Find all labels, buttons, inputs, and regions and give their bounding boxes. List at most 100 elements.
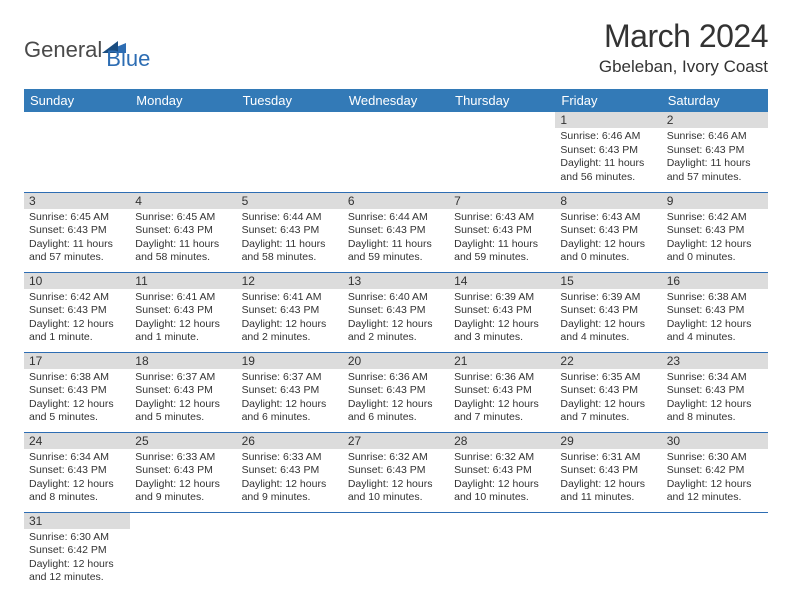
day-detail-line: Sunset: 6:43 PM — [348, 304, 444, 318]
day-detail-line: Sunrise: 6:33 AM — [242, 451, 338, 465]
day-detail-line: and 0 minutes. — [667, 251, 763, 265]
calendar-day-cell — [449, 112, 555, 192]
day-details: Sunrise: 6:31 AMSunset: 6:43 PMDaylight:… — [560, 451, 656, 506]
day-detail-line: Sunrise: 6:42 AM — [29, 291, 125, 305]
day-detail-line: and 59 minutes. — [348, 251, 444, 265]
day-detail-line: Daylight: 12 hours — [29, 398, 125, 412]
day-detail-line: Daylight: 11 hours — [667, 157, 763, 171]
day-detail-line: Sunrise: 6:39 AM — [560, 291, 656, 305]
day-number: 20 — [343, 353, 449, 369]
day-detail-line: and 9 minutes. — [135, 491, 231, 505]
day-number: 26 — [237, 433, 343, 449]
day-detail-line: and 8 minutes. — [667, 411, 763, 425]
day-number: 22 — [555, 353, 661, 369]
day-detail-line: Daylight: 12 hours — [242, 318, 338, 332]
calendar-day-cell: 22 Sunrise: 6:35 AMSunset: 6:43 PMDayligh… — [555, 352, 661, 432]
day-detail-line: and 6 minutes. — [242, 411, 338, 425]
calendar-day-cell — [449, 512, 555, 592]
day-detail-line: Daylight: 12 hours — [560, 398, 656, 412]
calendar-body: 1Sunrise: 6:46 AMSunset: 6:43 PMDaylight… — [24, 112, 768, 592]
day-detail-line: Sunset: 6:43 PM — [29, 224, 125, 238]
day-detail-line: Sunrise: 6:39 AM — [454, 291, 550, 305]
weekday-header: Wednesday — [343, 89, 449, 112]
day-details: Sunrise: 6:30 AMSunset: 6:42 PMDaylight:… — [29, 531, 125, 586]
day-detail-line: Sunset: 6:43 PM — [454, 304, 550, 318]
day-detail-line: Daylight: 11 hours — [560, 157, 656, 171]
day-detail-line: Daylight: 12 hours — [560, 318, 656, 332]
day-details: Sunrise: 6:34 AMSunset: 6:43 PMDaylight:… — [667, 371, 763, 426]
day-detail-line: Sunset: 6:43 PM — [135, 304, 231, 318]
day-details: Sunrise: 6:40 AMSunset: 6:43 PMDaylight:… — [348, 291, 444, 346]
day-details: Sunrise: 6:35 AMSunset: 6:43 PMDaylight:… — [560, 371, 656, 426]
calendar-day-cell: 4Sunrise: 6:45 AMSunset: 6:43 PMDaylight… — [130, 192, 236, 272]
day-number: 1 — [555, 112, 661, 128]
day-detail-line: Daylight: 11 hours — [242, 238, 338, 252]
day-detail-line: Sunset: 6:43 PM — [348, 384, 444, 398]
day-number: 11 — [130, 273, 236, 289]
day-detail-line: Daylight: 12 hours — [667, 238, 763, 252]
day-detail-line: Sunrise: 6:38 AM — [29, 371, 125, 385]
day-detail-line: and 2 minutes. — [348, 331, 444, 345]
day-detail-line: and 9 minutes. — [242, 491, 338, 505]
day-detail-line: Daylight: 12 hours — [560, 238, 656, 252]
day-number: 9 — [662, 193, 768, 209]
day-details: Sunrise: 6:41 AMSunset: 6:43 PMDaylight:… — [242, 291, 338, 346]
day-detail-line: Sunset: 6:43 PM — [29, 464, 125, 478]
day-details: Sunrise: 6:43 AMSunset: 6:43 PMDaylight:… — [454, 211, 550, 266]
day-number: 5 — [237, 193, 343, 209]
page-header: General Blue March 2024 Gbeleban, Ivory … — [24, 18, 768, 77]
logo: General Blue — [24, 18, 150, 72]
day-detail-line: Sunrise: 6:34 AM — [29, 451, 125, 465]
day-detail-line: Sunset: 6:43 PM — [348, 224, 444, 238]
calendar-day-cell — [237, 512, 343, 592]
calendar-week-row: 1Sunrise: 6:46 AMSunset: 6:43 PMDaylight… — [24, 112, 768, 192]
calendar-day-cell: 19Sunrise: 6:37 AMSunset: 6:43 PMDayligh… — [237, 352, 343, 432]
day-detail-line: Sunrise: 6:36 AM — [454, 371, 550, 385]
day-number: 19 — [237, 353, 343, 369]
day-detail-line: Sunrise: 6:42 AM — [667, 211, 763, 225]
day-number: 15 — [555, 273, 661, 289]
day-number: 24 — [24, 433, 130, 449]
day-detail-line: Daylight: 12 hours — [348, 398, 444, 412]
calendar-day-cell: 21Sunrise: 6:36 AMSunset: 6:43 PMDayligh… — [449, 352, 555, 432]
day-number: 10 — [24, 273, 130, 289]
day-detail-line: and 0 minutes. — [560, 251, 656, 265]
calendar-day-cell — [237, 112, 343, 192]
day-detail-line: and 11 minutes. — [560, 491, 656, 505]
logo-text-general: General — [24, 37, 102, 63]
day-detail-line: Daylight: 12 hours — [667, 318, 763, 332]
calendar-day-cell: 8Sunrise: 6:43 AMSunset: 6:43 PMDaylight… — [555, 192, 661, 272]
day-detail-line: Sunrise: 6:43 AM — [560, 211, 656, 225]
calendar-day-cell: 28Sunrise: 6:32 AMSunset: 6:43 PMDayligh… — [449, 432, 555, 512]
location-text: Gbeleban, Ivory Coast — [599, 57, 768, 77]
day-number: 23 — [662, 353, 768, 369]
day-details: Sunrise: 6:44 AMSunset: 6:43 PMDaylight:… — [242, 211, 338, 266]
day-detail-line: Sunrise: 6:40 AM — [348, 291, 444, 305]
day-detail-line: Daylight: 12 hours — [242, 398, 338, 412]
calendar-day-cell: 12Sunrise: 6:41 AMSunset: 6:43 PMDayligh… — [237, 272, 343, 352]
day-detail-line: Sunset: 6:43 PM — [242, 384, 338, 398]
calendar-day-cell — [130, 112, 236, 192]
day-details: Sunrise: 6:39 AMSunset: 6:43 PMDaylight:… — [454, 291, 550, 346]
calendar-day-cell: 14Sunrise: 6:39 AMSunset: 6:43 PMDayligh… — [449, 272, 555, 352]
day-number: 16 — [662, 273, 768, 289]
day-detail-line: and 7 minutes. — [560, 411, 656, 425]
weekday-header: Monday — [130, 89, 236, 112]
calendar-day-cell: 24Sunrise: 6:34 AMSunset: 6:43 PMDayligh… — [24, 432, 130, 512]
day-detail-line: Daylight: 11 hours — [29, 238, 125, 252]
day-detail-line: Sunset: 6:43 PM — [135, 224, 231, 238]
calendar-day-cell: 9Sunrise: 6:42 AMSunset: 6:43 PMDaylight… — [662, 192, 768, 272]
calendar-day-cell — [555, 512, 661, 592]
day-detail-line: Daylight: 12 hours — [454, 478, 550, 492]
calendar-day-cell: 3Sunrise: 6:45 AMSunset: 6:43 PMDaylight… — [24, 192, 130, 272]
day-detail-line: Sunset: 6:43 PM — [242, 224, 338, 238]
day-detail-line: Daylight: 12 hours — [29, 558, 125, 572]
day-details: Sunrise: 6:33 AMSunset: 6:43 PMDaylight:… — [135, 451, 231, 506]
day-number: 6 — [343, 193, 449, 209]
day-detail-line: Sunset: 6:43 PM — [454, 224, 550, 238]
day-detail-line: and 7 minutes. — [454, 411, 550, 425]
calendar-table: SundayMondayTuesdayWednesdayThursdayFrid… — [24, 89, 768, 592]
day-detail-line: Sunset: 6:43 PM — [560, 224, 656, 238]
day-detail-line: and 3 minutes. — [454, 331, 550, 345]
calendar-day-cell: 11Sunrise: 6:41 AMSunset: 6:43 PMDayligh… — [130, 272, 236, 352]
